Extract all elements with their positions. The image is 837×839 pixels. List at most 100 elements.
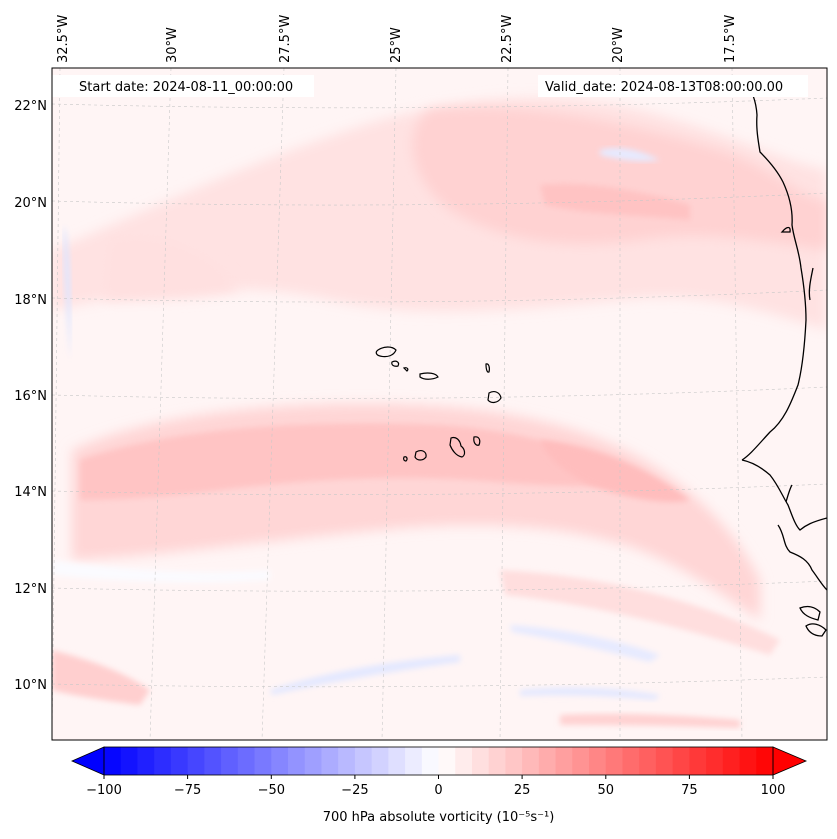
colorbar-cell: [204, 747, 222, 775]
colorbar-tick-label: 25: [514, 783, 531, 798]
colorbar-label: 700 hPa absolute vorticity (10⁻⁵s⁻¹): [323, 810, 555, 825]
colorbar-cell: [221, 747, 239, 775]
colorbar-cell: [287, 747, 306, 775]
parallel-14n: [52, 483, 827, 495]
start-date-box: [52, 75, 314, 97]
colorbar-cell: [254, 747, 272, 775]
date-annotations: Start date: 2024-08-11_00:00:00 Valid_da…: [52, 75, 808, 97]
lon-label-27-5w: 27.5°W: [278, 15, 293, 63]
island-fogo: [414, 450, 427, 461]
colorbar: −100 −75 −50 −25 0 25 50 75 100 700 hPa …: [71, 746, 808, 825]
island-brava: [403, 456, 408, 462]
lon-label-20w: 20°W: [611, 27, 626, 63]
island-maio: [473, 436, 481, 446]
colorbar-tick-label: −100: [86, 783, 122, 798]
colorbar-cell: [538, 747, 557, 775]
colorbar-cell: [605, 747, 624, 775]
colorbar-cell: [622, 747, 640, 775]
negative-vorticity-west-edge: [63, 225, 71, 360]
colorbar-tick-label: −25: [341, 783, 368, 798]
lat-label-18n: 18°N: [14, 293, 47, 308]
colorbar-cell: [505, 747, 523, 775]
negative-vorticity-south-2: [510, 625, 660, 662]
lon-label-30w: 30°W: [165, 27, 180, 63]
colorbar-cell: [488, 747, 507, 775]
vorticity-region-northwest: [105, 237, 240, 300]
start-date-label: Start date: 2024-08-11_00:00:00: [79, 80, 293, 95]
neutral-region-west: [52, 560, 270, 583]
valid-date-label: Valid_date: 2024-08-13T08:00:00.00: [545, 80, 783, 95]
negative-vorticity-north: [600, 148, 660, 162]
parallel-18n: [52, 289, 827, 303]
colorbar-cell: [639, 747, 657, 775]
colorbar-cell: [338, 747, 356, 775]
longitude-labels: 32.5°W 30°W 27.5°W 25°W 22.5°W 20°W 17.5…: [56, 15, 738, 63]
lat-label-20n: 20°N: [14, 196, 47, 211]
colorbar-cell: [722, 747, 741, 775]
colorbar-tick-label: −50: [258, 783, 285, 798]
colorbar-extend-min: [71, 746, 105, 776]
lat-label-22n: 22°N: [14, 99, 47, 114]
lon-label-22-5w: 22.5°W: [500, 15, 515, 63]
meridian-22-5w: [499, 68, 509, 740]
colorbar-cell: [455, 747, 473, 775]
colorbar-cell: [655, 747, 674, 775]
colorbar-cell: [572, 747, 590, 775]
meridian-17-5w: [731, 68, 743, 740]
coastline-islands-bijagos-1: [799, 605, 821, 621]
island-sal: [485, 363, 490, 373]
coastline-bay-feature: [780, 226, 791, 233]
colorbar-cell: [120, 747, 139, 775]
island-santiago: [449, 436, 466, 458]
coastline-west-africa: [741, 81, 814, 461]
coastline-gambia-river: [785, 484, 793, 503]
colorbar-cell: [354, 747, 373, 775]
colorbar-cell: [321, 747, 339, 775]
colorbar-cell: [271, 747, 289, 775]
meridian-25w: [381, 68, 397, 740]
cape-verde-islands: [375, 346, 502, 462]
colorbar-ticks: −100 −75 −50 −25 0 25 50 75 100: [86, 775, 785, 798]
colorbar-tick-label: 75: [681, 783, 698, 798]
lon-label-17-5w: 17.5°W: [723, 15, 738, 63]
valid-date-box: [538, 75, 808, 97]
colorbar-cell: [589, 747, 607, 775]
colorbar-cell: [555, 747, 573, 775]
parallel-12n: [52, 580, 827, 592]
colorbar-cell: [438, 747, 456, 775]
meridian-32-5w: [52, 68, 61, 740]
vorticity-region-south-strip: [560, 713, 740, 728]
coastline-senegal-gambia: [741, 459, 827, 531]
parallel-20n: [52, 192, 827, 206]
colorbar-cell: [388, 747, 406, 775]
negative-vorticity-south-3: [520, 687, 660, 700]
colorbar-cell: [405, 747, 423, 775]
meridian-30w: [149, 68, 172, 740]
colorbar-cell: [154, 747, 172, 775]
colorbar-tick-label: 0: [434, 783, 442, 798]
colorbar-cell: [756, 747, 774, 775]
colorbar-cell: [522, 747, 540, 775]
lat-label-14n: 14°N: [14, 485, 47, 500]
lon-label-25w: 25°W: [389, 27, 404, 63]
island-boa-vista: [487, 391, 502, 404]
vorticity-region-southeast: [500, 570, 780, 655]
island-sao-vicente: [391, 360, 400, 367]
vorticity-band-core: [80, 423, 640, 500]
colorbar-extend-max: [772, 746, 808, 776]
lat-label-16n: 16°N: [14, 389, 47, 404]
colorbar-cell: [739, 747, 757, 775]
vorticity-field: [52, 97, 827, 728]
colorbar-cell: [170, 747, 189, 775]
colorbar-cell: [421, 747, 440, 775]
colorbar-cell: [371, 747, 389, 775]
vorticity-band-core-east: [540, 440, 690, 502]
island-santa-luzia: [402, 367, 409, 372]
gridlines: [52, 68, 827, 740]
latitude-labels: 22°N 20°N 18°N 16°N 14°N 12°N 10°N: [14, 99, 47, 693]
vorticity-region-southwest: [52, 650, 150, 705]
colorbar-cell: [706, 747, 724, 775]
meridian-27-5w: [261, 68, 285, 740]
lon-label-32-5w: 32.5°W: [56, 15, 71, 63]
